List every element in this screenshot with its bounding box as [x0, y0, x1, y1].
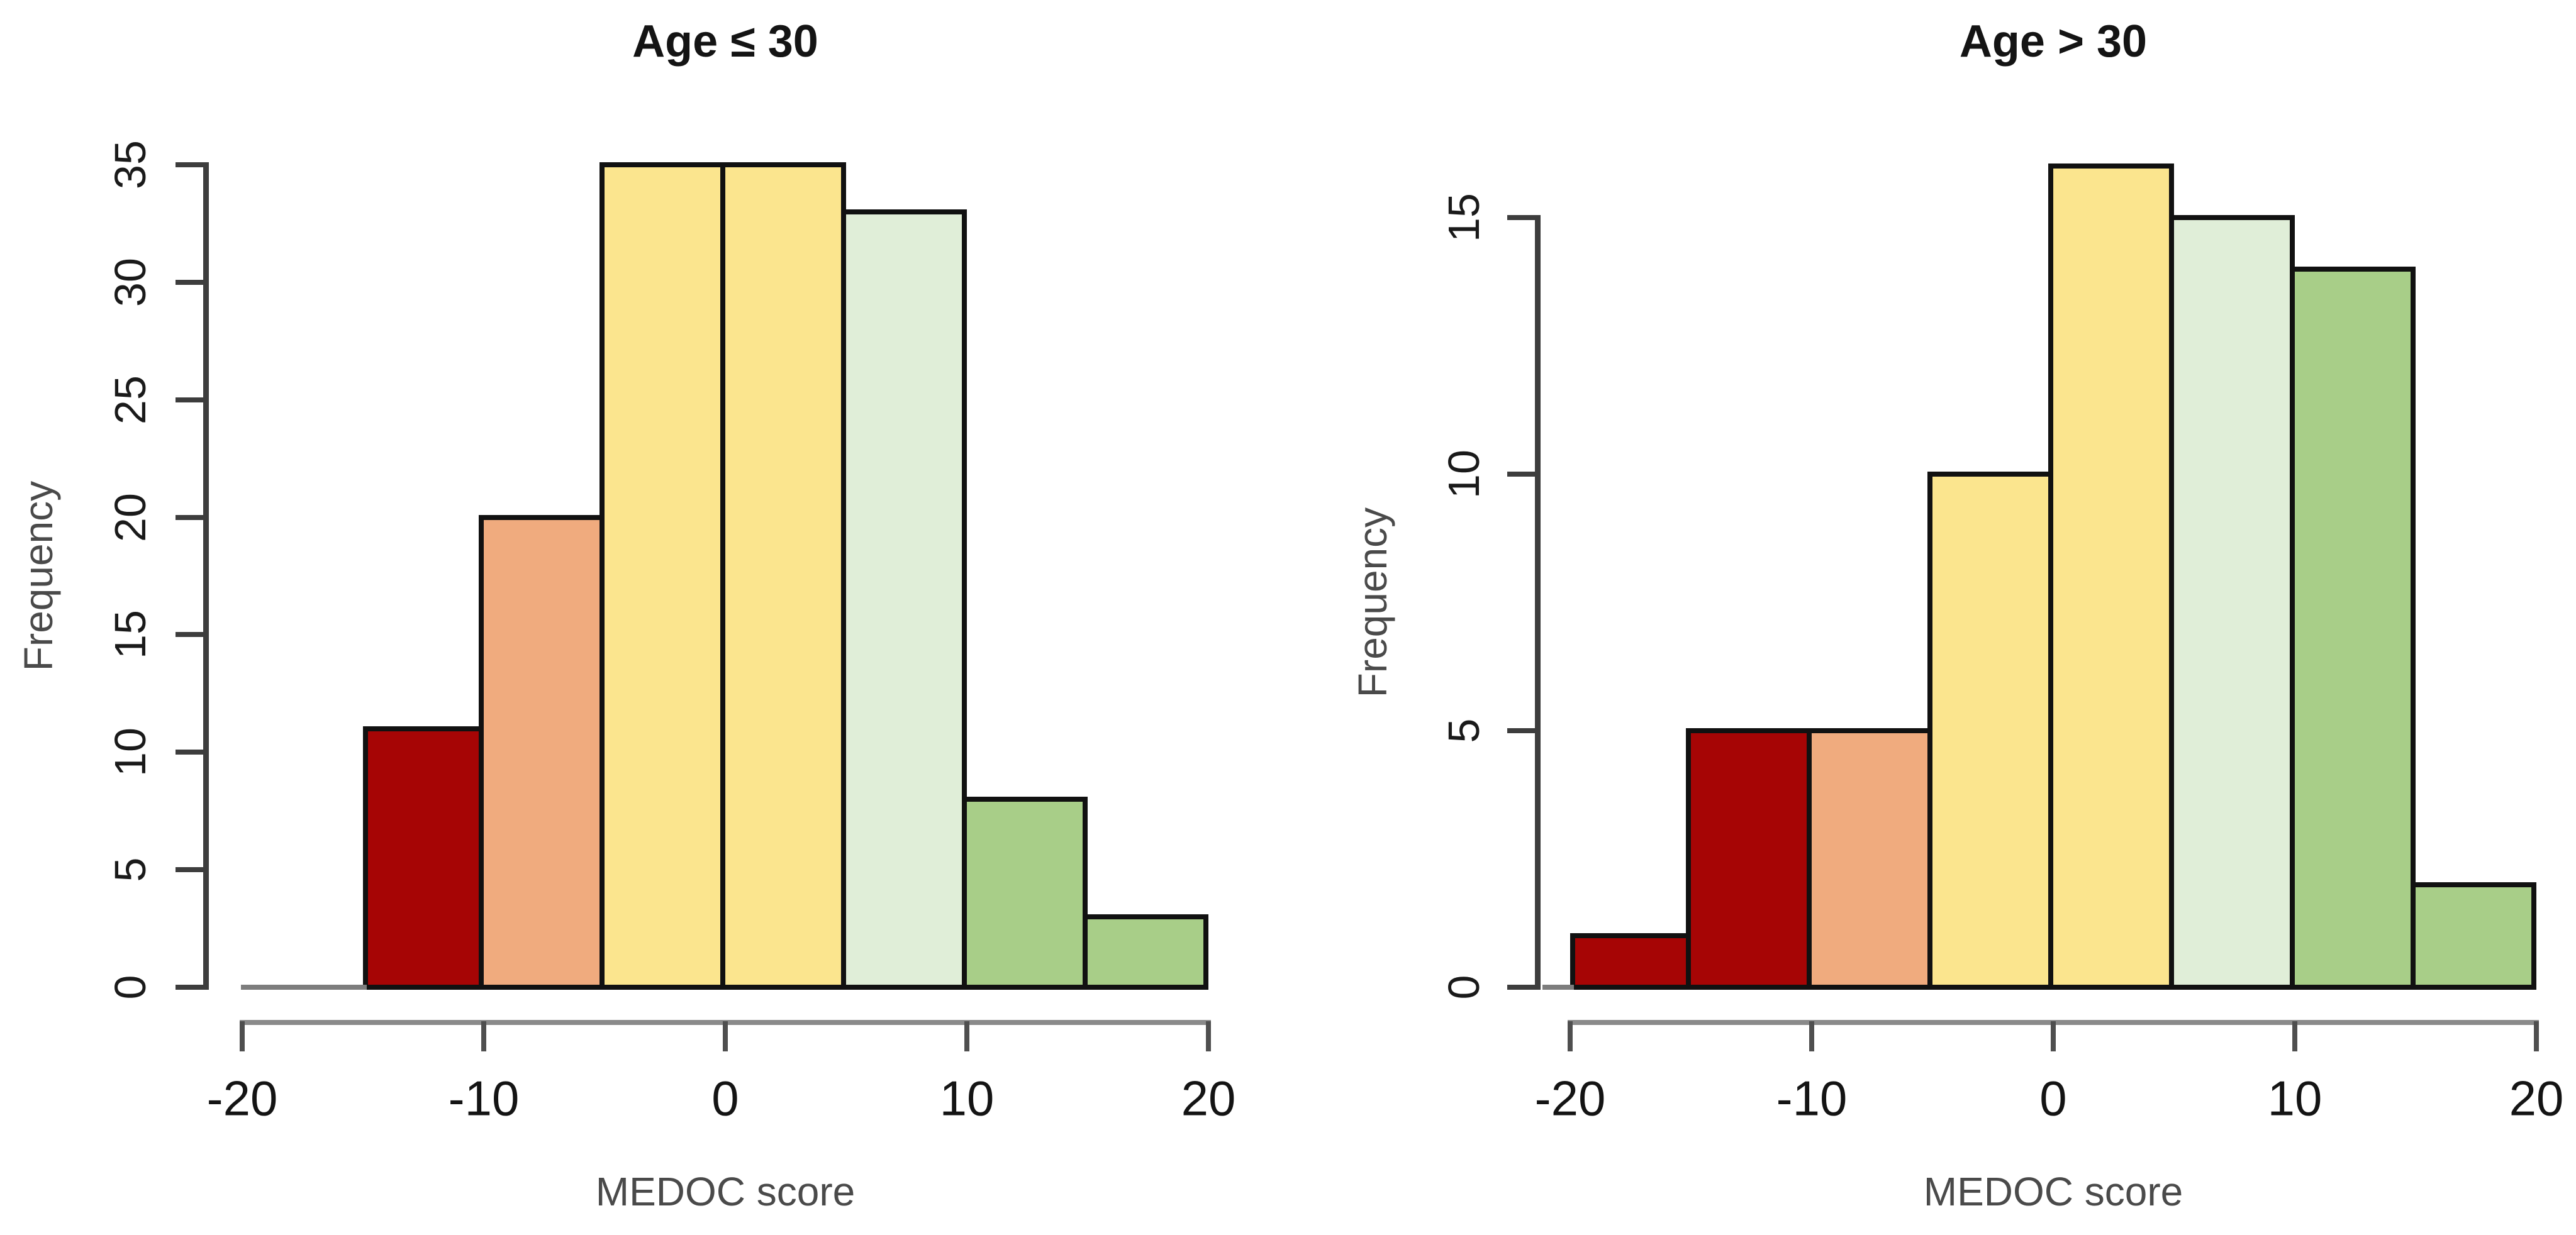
y-tick-label: 15	[106, 610, 155, 660]
histogram-bar	[1807, 728, 1932, 990]
y-tick-label: 25	[106, 375, 155, 424]
x-tick-label: -10	[448, 1070, 520, 1126]
y-tick	[1507, 472, 1539, 477]
x-tick-label: -10	[1776, 1070, 1848, 1126]
histogram-bar	[841, 209, 967, 990]
x-tick	[1568, 1021, 1573, 1051]
y-tick	[176, 985, 207, 990]
x-tick	[2292, 1021, 2297, 1051]
x-tick-label: 10	[939, 1070, 995, 1126]
y-tick-label: 5	[1439, 718, 1488, 743]
x-axis-title: MEDOC score	[1923, 1169, 2183, 1214]
zero-baseline	[241, 985, 367, 990]
y-tick	[1507, 728, 1539, 733]
y-tick-label: 15	[1439, 193, 1488, 242]
y-tick	[176, 750, 207, 755]
y-tick	[176, 279, 207, 285]
histogram-bar	[1083, 914, 1208, 990]
y-tick	[176, 867, 207, 873]
x-tick	[481, 1021, 486, 1051]
histogram-bar	[2169, 215, 2295, 990]
histogram-bar	[599, 162, 725, 990]
histogram-bar	[2048, 163, 2174, 990]
y-tick	[176, 632, 207, 638]
chart-age-gt-30: Age > 30 Frequency MEDOC score 0 5 10 15 -20…	[1288, 0, 2576, 1235]
x-tick	[964, 1021, 969, 1051]
chart-title: Age > 30	[1959, 16, 2148, 67]
x-axis-title: MEDOC score	[595, 1169, 856, 1214]
y-tick-label: 0	[1439, 975, 1488, 1000]
y-tick-label: 20	[106, 492, 155, 542]
y-tick	[1507, 215, 1539, 220]
histogram-bar	[962, 797, 1088, 990]
histogram-bar	[479, 515, 605, 990]
y-tick	[176, 162, 207, 167]
y-tick-label: 35	[106, 140, 155, 189]
y-tick	[1507, 985, 1539, 990]
histogram-bar	[2411, 882, 2536, 990]
x-tick-label: 20	[2509, 1070, 2564, 1126]
x-tick	[240, 1021, 245, 1051]
y-tick-label: 0	[106, 975, 155, 1000]
histogram-bar	[720, 162, 846, 990]
x-tick-label: 0	[711, 1070, 739, 1126]
y-tick	[176, 397, 207, 402]
y-tick-label: 30	[106, 257, 155, 307]
x-tick-label: 10	[2267, 1070, 2322, 1126]
y-tick-label: 10	[106, 728, 155, 777]
y-tick	[176, 514, 207, 520]
x-tick	[1206, 1021, 1211, 1051]
histogram-bar	[2290, 267, 2416, 990]
histogram-bar	[1927, 472, 2053, 990]
chart-title: Age ≤ 30	[632, 16, 818, 67]
x-tick-label: 20	[1181, 1070, 1236, 1126]
histogram-bar	[1686, 728, 1812, 990]
y-axis	[1535, 215, 1541, 990]
x-tick	[1809, 1021, 1814, 1051]
histogram-bar	[363, 726, 484, 990]
y-tick-label: 5	[106, 857, 155, 882]
x-tick-label: -20	[1534, 1070, 1606, 1126]
y-tick-label: 10	[1439, 450, 1488, 499]
x-tick	[723, 1021, 728, 1051]
y-axis-title: Frequency	[16, 480, 61, 672]
x-tick	[2051, 1021, 2056, 1051]
histogram-bar	[1570, 933, 1691, 990]
y-axis-title: Frequency	[1350, 507, 1395, 698]
y-axis	[203, 162, 209, 990]
x-tick-label: 0	[2039, 1070, 2067, 1126]
x-tick-label: -20	[206, 1070, 278, 1126]
x-tick	[2534, 1021, 2539, 1051]
zero-baseline	[1542, 985, 1574, 990]
chart-age-le-30: Age ≤ 30 Frequency MEDOC score 0 5 10 15 20 2…	[16, 16, 1236, 1214]
